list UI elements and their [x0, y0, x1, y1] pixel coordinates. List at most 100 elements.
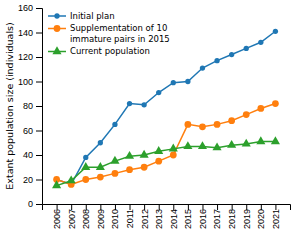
x-tick-label: 2015 — [183, 209, 193, 229]
plot: 2006 2007 2008 2009 2010 2011 2012 2013 2014 2015… — [18, 3, 291, 229]
series-point — [112, 122, 117, 127]
y-tick: 100 — [18, 77, 42, 87]
series-point — [242, 139, 251, 147]
x-tick: 2006 — [52, 204, 62, 229]
legend-label-line: Current population — [70, 46, 150, 56]
series-point — [98, 140, 103, 145]
y-tick-label: 160 — [18, 3, 33, 13]
y-tick-mark — [36, 155, 42, 156]
series-point — [227, 140, 236, 148]
series-point — [271, 136, 280, 144]
legend-swatch-marker — [54, 13, 59, 18]
x-tick: 2013 — [154, 204, 164, 229]
x-tick: 2007 — [67, 204, 77, 229]
x-tick: 2015 — [183, 204, 193, 229]
y-tick-mark — [36, 180, 42, 181]
x-tick: 2014 — [169, 204, 179, 229]
series-point — [141, 102, 146, 107]
series-point — [214, 58, 219, 63]
series-point — [141, 164, 148, 171]
series-point — [171, 80, 176, 85]
series-point — [82, 176, 89, 183]
legend-swatch-marker — [52, 46, 61, 54]
y-axis-line — [36, 9, 43, 205]
series-point — [257, 105, 264, 112]
series-point — [96, 162, 105, 170]
x-tick-label: 2020 — [256, 209, 266, 229]
x-tick-label: 2010 — [110, 209, 120, 229]
x-tick: 2012 — [139, 204, 149, 229]
y-tick-mark — [36, 131, 42, 132]
y-tick-mark — [36, 33, 42, 34]
series-point — [198, 141, 207, 149]
chart: 2006 2007 2008 2009 2010 2011 2012 2013 2014 2015… — [0, 0, 300, 240]
series-point — [184, 121, 191, 128]
y-tick: 160 — [18, 3, 42, 13]
legend-label-line: Supplementation of 10 — [70, 23, 167, 33]
y-tick: 0 — [28, 199, 42, 209]
x-tick: 2010 — [110, 204, 120, 229]
x-tick-label: 2014 — [169, 209, 179, 229]
y-tick-label: 80 — [23, 101, 33, 111]
y-axis-title: Extant population size (individuals) — [4, 22, 15, 189]
series-point — [112, 170, 119, 177]
x-tick-label: 2007 — [67, 209, 77, 229]
series-point — [52, 180, 61, 188]
x-tick-label: 2016 — [198, 209, 208, 229]
series-point — [258, 40, 263, 45]
series-point — [83, 155, 88, 160]
y-tick-mark — [36, 204, 42, 205]
y-tick-label: 40 — [23, 150, 33, 160]
x-tick: 2016 — [198, 204, 208, 229]
series-point — [125, 151, 134, 159]
y-tick: 60 — [23, 126, 42, 136]
series-point — [81, 162, 90, 170]
legend-label: Supplementation of 10immature pairs in 2… — [70, 23, 170, 44]
series-point — [183, 141, 192, 149]
series-point — [67, 175, 76, 183]
legend-label-line: immature pairs in 2015 — [70, 34, 170, 44]
series-point — [229, 52, 234, 57]
y-tick-label: 60 — [23, 126, 33, 136]
x-tick: 2011 — [125, 204, 135, 228]
y-tick-mark — [36, 57, 42, 58]
y-tick-label: 140 — [18, 28, 33, 38]
x-tick: 2009 — [96, 204, 106, 229]
y-axis: 020406080100120140160 — [18, 3, 43, 209]
y-tick-mark — [36, 8, 42, 9]
series-point — [272, 100, 279, 107]
x-tick: 2020 — [256, 204, 266, 229]
legend-item: Initial plan — [48, 11, 115, 21]
series-point — [126, 166, 133, 173]
series-point — [212, 142, 221, 150]
series-point — [97, 174, 104, 181]
series-point — [156, 90, 161, 95]
legend-item: Supplementation of 10immature pairs in 2… — [48, 23, 170, 44]
series-point — [256, 136, 265, 144]
series-point — [154, 146, 163, 154]
series-point — [200, 65, 205, 70]
legend: Initial plan Supplementation of 10immatur… — [48, 11, 170, 57]
series-point — [155, 158, 162, 165]
x-tick: 2008 — [81, 204, 91, 229]
series-point — [214, 121, 221, 128]
x-tick-label: 2018 — [227, 209, 237, 229]
y-tick: 20 — [23, 175, 42, 185]
x-tick-label: 2008 — [81, 209, 91, 229]
series-line — [57, 31, 276, 184]
series-line — [57, 142, 276, 186]
x-tick-label: 2012 — [139, 209, 149, 229]
legend-item: Current population — [48, 46, 150, 56]
y-tick: 80 — [23, 101, 42, 111]
series-point — [243, 111, 250, 118]
series-point — [127, 101, 132, 106]
legend-swatch-marker — [54, 25, 61, 32]
x-tick-label: 2013 — [154, 209, 164, 229]
x-tick-label: 2019 — [242, 209, 252, 229]
y-tick: 140 — [18, 28, 42, 38]
x-tick: 2017 — [212, 204, 222, 229]
x-tick-label: 2006 — [52, 209, 62, 229]
series-point — [110, 156, 119, 164]
series-point — [228, 117, 235, 124]
y-tick-mark — [36, 106, 42, 107]
